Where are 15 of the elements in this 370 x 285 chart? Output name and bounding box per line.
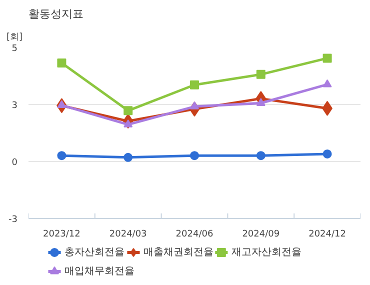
x-tick-label: 2023/12 [43, 230, 80, 240]
y-axis-title: [회] [6, 32, 23, 42]
chart-title: 활동성지표 [28, 8, 84, 20]
x-tick-label: 2024/09 [242, 230, 280, 240]
x-tick-label: 2024/06 [176, 230, 214, 240]
y-tick-label: 0 [12, 158, 18, 168]
y-tick-label: 3 [12, 101, 18, 111]
legend-label: 총자산회전율 [64, 247, 124, 258]
x-tick-label: 2024/03 [109, 230, 147, 240]
legend-label: 매출채권회전율 [143, 247, 214, 258]
legend-label: 매입채무회전율 [64, 266, 134, 277]
legend-label: 재고자산회전율 [231, 247, 302, 258]
y-tick-label: -3 [8, 215, 18, 225]
y-tick-label: 5 [12, 44, 18, 54]
x-tick-label: 2024/12 [308, 230, 346, 240]
